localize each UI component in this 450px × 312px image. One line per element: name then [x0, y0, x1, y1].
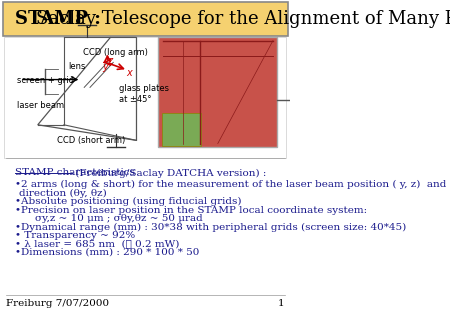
Text: lens: lens [68, 62, 86, 71]
Text: Saclay Telescope for the Alignment of Many Points: Saclay Telescope for the Alignment of Ma… [36, 10, 450, 28]
FancyBboxPatch shape [3, 2, 288, 36]
FancyBboxPatch shape [162, 113, 201, 146]
Text: STAMP :: STAMP : [14, 10, 107, 28]
Text: Freiburg 7/07/2000: Freiburg 7/07/2000 [6, 299, 109, 308]
Text: glass plates
at ±45°: glass plates at ±45° [119, 84, 169, 104]
Text: x: x [126, 68, 132, 78]
Text: • Transparency ~ 92%: • Transparency ~ 92% [14, 231, 135, 240]
Text: 1: 1 [278, 299, 284, 308]
Text: laser beam: laser beam [18, 101, 64, 110]
Text: CCD (long arm): CCD (long arm) [83, 48, 148, 57]
Text: STAMP characteristics: STAMP characteristics [14, 168, 135, 178]
FancyBboxPatch shape [158, 37, 277, 147]
Text: •Absolute positioning (using fiducial grids): •Absolute positioning (using fiducial gr… [14, 197, 241, 206]
Text: •2 arms (long & short) for the measurement of the laser beam position ( y, z)  a: •2 arms (long & short) for the measureme… [14, 180, 446, 189]
Text: CCD (short arm): CCD (short arm) [57, 136, 125, 145]
Text: • λ laser = 685 nm  (≅ 0.2 mW): • λ laser = 685 nm (≅ 0.2 mW) [14, 239, 179, 248]
Text: σy,z ~ 10 μm ; σθy,θz ~ 50 μrad: σy,z ~ 10 μm ; σθy,θz ~ 50 μrad [35, 214, 202, 223]
Text: z: z [108, 56, 112, 66]
Text: •Precision on laser position in the STAMP local coordinate system:: •Precision on laser position in the STAM… [14, 206, 367, 215]
Text: screen + grid: screen + grid [18, 76, 74, 85]
FancyBboxPatch shape [4, 37, 286, 158]
Text: y: y [102, 62, 108, 72]
Text: •Dimensions (mm) : 290 * 100 * 50: •Dimensions (mm) : 290 * 100 * 50 [14, 248, 199, 257]
Text: •Dynamical range (mm) : 30*38 with peripheral grids (screen size: 40*45): •Dynamical range (mm) : 30*38 with perip… [14, 222, 406, 232]
Text: direction (θy, θz): direction (θy, θz) [19, 189, 107, 198]
Text: (Freiburg/Saclay DATCHA version) :: (Freiburg/Saclay DATCHA version) : [72, 168, 266, 178]
